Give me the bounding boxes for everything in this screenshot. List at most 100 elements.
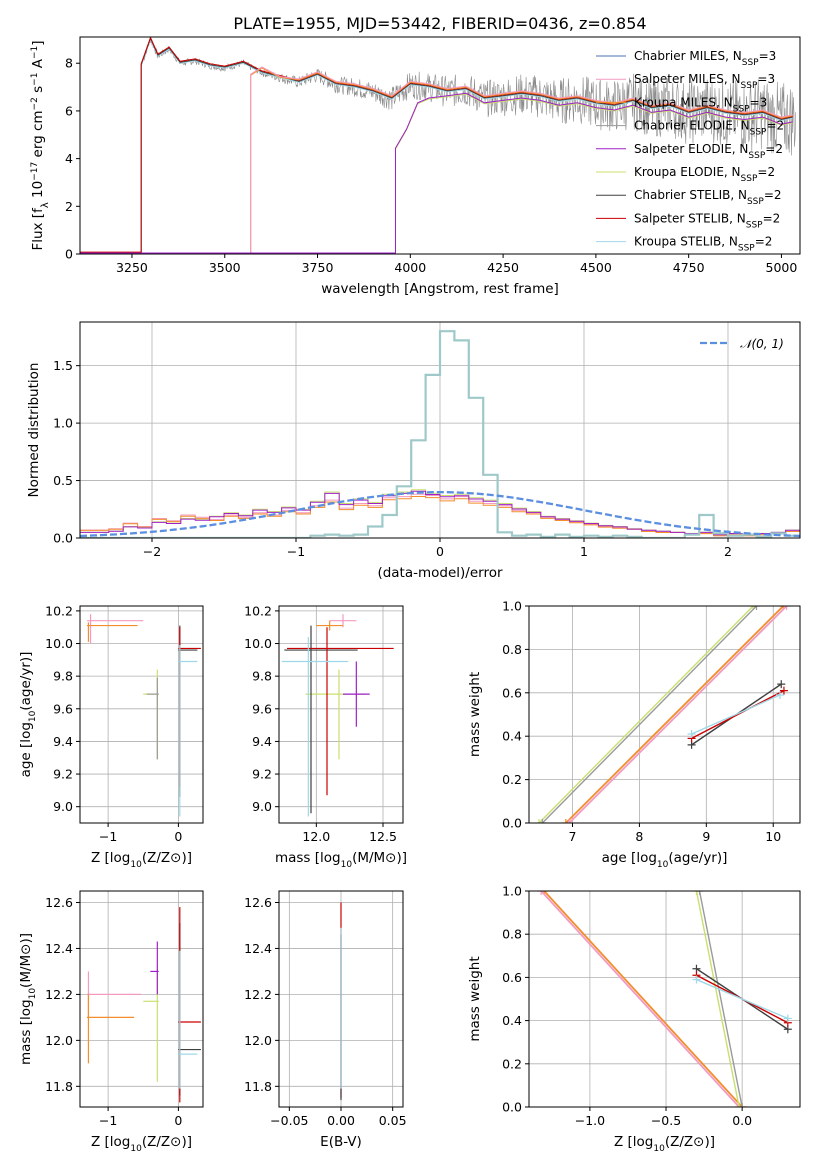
y-tick-label: 9.8 (53, 669, 73, 684)
mass_vs_z-plot-area (87, 907, 201, 1103)
y-tick-label: 0.4 (502, 1013, 522, 1028)
x-tick-label: 4000 (394, 260, 426, 275)
figure-title: PLATE=1955, MJD=53442, FIBERID=0436, z=0… (233, 14, 646, 33)
legend-entry: Salpeter STELIB, NSSP=2 (634, 211, 780, 230)
y-tick-label: 10.0 (45, 636, 73, 651)
plus-marker (692, 891, 701, 895)
x-tick-label: 4500 (580, 260, 612, 275)
residuals-panel: −2 −1 0 1 2 0.0 0.5 1.0 1.5 (data-model)/error Nor… (26, 321, 801, 581)
errorbar-salpeter-miles (87, 614, 144, 644)
plus-marker (692, 975, 701, 984)
plus-marker (752, 606, 761, 610)
errorbar-chabrier-stelib (178, 923, 201, 1096)
y-tick-label: 8 (65, 56, 73, 71)
x-tick-label: 3750 (302, 260, 334, 275)
legend-entry: Kroupa ELODIE, NSSP=2 (634, 165, 775, 184)
histogram-salpeter-elodie (80, 490, 800, 538)
mass_vs_z-x-axis-label: Z [log10(Z/Z⊙)] (91, 1134, 192, 1154)
x-tick-label: 0 (174, 1113, 182, 1128)
plus-marker (561, 819, 570, 823)
age_vs_mass-panel: 12.0 12.5 9.0 9.2 9.4 9.6 9.8 10.0 10.2 mass [log… (244, 603, 407, 870)
residuals-y-axis-label: Normed distribution (26, 363, 42, 498)
x-tick-label: 0 (174, 829, 182, 844)
y-tick-label: 4 (65, 151, 73, 166)
y-tick-label: 11.8 (45, 1079, 73, 1094)
weight_vs_age-panel: 7 8 9 10 0.0 0.2 0.4 0.6 0.8 1.0 age [log10(age/yr… (467, 599, 801, 870)
errorbar-kroupa-stelib (178, 645, 198, 817)
errorbar-kroupa-miles (316, 620, 343, 631)
mass_vs_z-frame (79, 890, 204, 1108)
x-tick-label: −2 (143, 544, 161, 559)
y-tick-label: 12.0 (45, 1033, 73, 1048)
legend-entry: Chabrier STELIB, NSSP=2 (634, 188, 782, 207)
x-tick-label: 0 (436, 544, 444, 559)
legend-entry: Chabrier MILES, NSSP=3 (634, 49, 776, 68)
model-line-miles-models (80, 66, 793, 254)
errorbar-salpeter-stelib (178, 627, 201, 788)
age_vs_mass-x-axis-label: mass [log10(M/M⊙)] (275, 850, 407, 870)
weight-line-chabrier-elodie (538, 606, 761, 823)
errorbar-salpeter-stelib (178, 907, 201, 1103)
x-tick-label: 1 (580, 544, 588, 559)
weight-line-kroupa-stelib (687, 690, 784, 739)
y-tick-label: 12.4 (244, 941, 272, 956)
normal-distribution-curve (80, 491, 800, 538)
plus-marker (777, 680, 786, 689)
x-tick-label: 3250 (116, 260, 148, 275)
age_vs_z-frame (79, 605, 204, 824)
y-tick-label: 0.6 (502, 970, 522, 985)
y-tick-label: 0.2 (502, 772, 522, 787)
weight_vs_z-y-axis-label: mass weight (467, 956, 483, 1041)
x-tick-label: 4750 (673, 260, 705, 275)
weight-line-chabrier-elodie (695, 891, 747, 1107)
y-tick-label: 10.0 (244, 636, 272, 651)
errorbar-chabrier-stelib (284, 625, 358, 814)
plus-marker (537, 891, 546, 895)
y-tick-label: 0.5 (53, 473, 73, 488)
mass_vs_z-panel: −1 0 11.8 12.0 12.2 12.4 12.6 Z [log10(Z/Z⊙)] ma… (18, 890, 204, 1154)
y-tick-label: 12.6 (45, 895, 73, 910)
mass_vs_ebv-x-axis-label: E(B-V) (320, 1134, 362, 1150)
x-tick-label: 10 (765, 829, 781, 844)
x-tick-label: −0.5 (651, 1113, 681, 1128)
x-tick-label: 7 (569, 829, 577, 844)
weight-line-kroupa-elodie (692, 891, 744, 1107)
y-tick-label: 0.0 (502, 1100, 522, 1115)
legend-entry: Kroupa STELIB, NSSP=2 (634, 235, 772, 254)
y-tick-label: 9.2 (53, 767, 73, 782)
model-line-stelib-models (80, 38, 793, 254)
errorbar-kroupa-miles (87, 994, 135, 1064)
errorbar-salpeter-elodie (150, 941, 159, 995)
x-tick-label: 2 (724, 544, 732, 559)
x-tick-label: 12.5 (369, 829, 397, 844)
y-tick-label: 2 (65, 199, 73, 214)
plus-marker (565, 819, 574, 823)
plus-marker (782, 606, 791, 610)
age_vs_z-y-axis-label: age [log10(age/yr)] (18, 652, 38, 778)
weight_vs_z-panel: −1.0 −0.5 0.0 0.0 0.2 0.4 0.6 0.8 1.0 Z [log10(Z/… (467, 884, 801, 1154)
y-tick-label: 10.2 (45, 603, 73, 618)
weight_vs_age-y-axis-label: mass weight (467, 672, 483, 757)
x-tick-label: −0.05 (270, 1113, 308, 1128)
y-tick-label: 1.0 (502, 599, 522, 614)
age_vs_mass-plot-area (281, 614, 394, 817)
y-tick-label: 12.4 (45, 941, 73, 956)
weight_vs_age-plot-area (535, 606, 791, 823)
y-tick-label: 12.2 (45, 987, 73, 1002)
mass_vs_ebv-frame (278, 890, 404, 1108)
legend-entry: Salpeter MILES, NSSP=3 (634, 72, 775, 91)
plus-marker (783, 1014, 792, 1023)
y-tick-label: 0.2 (502, 1056, 522, 1071)
plus-marker (687, 730, 696, 739)
plus-marker (775, 690, 784, 699)
errorbar-kroupa-stelib (281, 637, 349, 817)
errorbar-kroupa-miles (87, 622, 138, 642)
x-tick-label: 5000 (766, 260, 798, 275)
residuals-plot-area (80, 330, 800, 538)
legend-entry: Kroupa MILES, NSSP=3 (634, 95, 767, 114)
weight-line-kroupa-miles (540, 891, 747, 1107)
y-tick-label: 1.0 (502, 884, 522, 899)
x-tick-label: 0.00 (327, 1113, 355, 1128)
y-tick-label: 1.5 (53, 358, 73, 373)
